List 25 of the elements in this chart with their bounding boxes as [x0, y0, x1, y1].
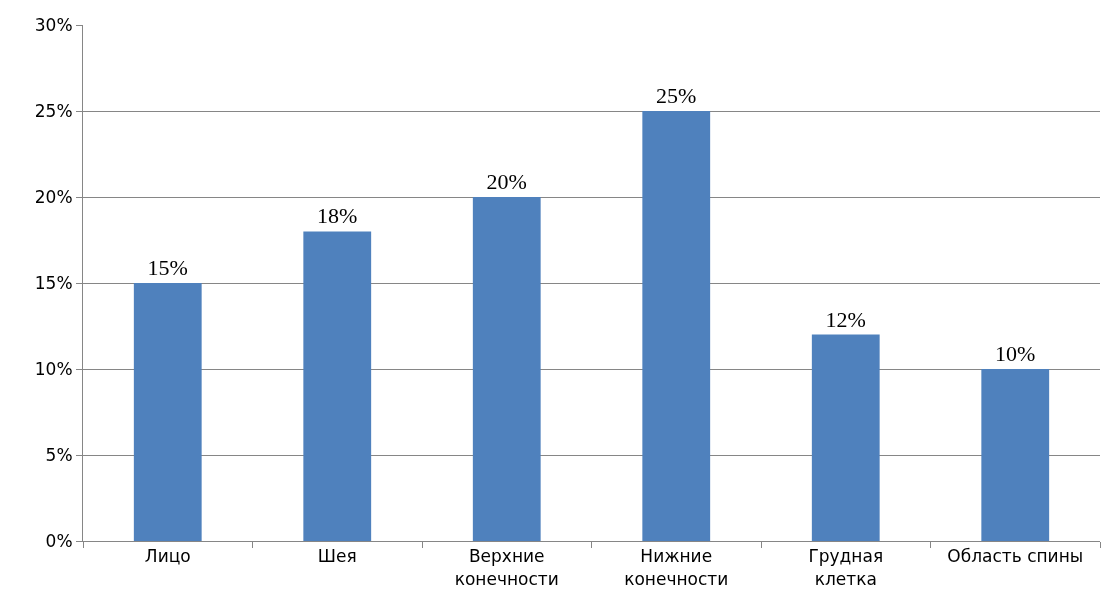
data-label: 20% — [486, 169, 527, 194]
data-label: 18% — [317, 203, 358, 229]
bar — [811, 334, 880, 541]
x-tick-label: Лицо — [144, 546, 191, 567]
y-tick-label: 15% — [34, 272, 73, 293]
x-tick-label: Верхние конечности — [454, 546, 559, 589]
y-tick-label: 25% — [34, 100, 73, 121]
x-tick-label: Область спины — [947, 546, 1084, 567]
bar — [642, 111, 711, 541]
x-tick-label: Нижние конечности — [624, 546, 729, 589]
y-tick-label: 10% — [34, 358, 73, 379]
y-tick-label: 20% — [34, 186, 73, 207]
bar — [981, 369, 1050, 541]
bar — [303, 231, 372, 541]
data-label: 25% — [656, 83, 697, 108]
x-tick-label: Шея — [317, 546, 357, 567]
data-label: 12% — [825, 306, 866, 332]
y-tick-label: 5% — [45, 444, 73, 465]
y-tick-label: 0% — [45, 530, 73, 551]
data-label: 10% — [995, 341, 1036, 366]
x-tick-label: Грудная клетка — [808, 546, 884, 589]
bar — [472, 197, 541, 541]
data-label: 15% — [147, 255, 188, 280]
y-tick-label: 30% — [34, 14, 73, 35]
bar — [133, 283, 202, 541]
